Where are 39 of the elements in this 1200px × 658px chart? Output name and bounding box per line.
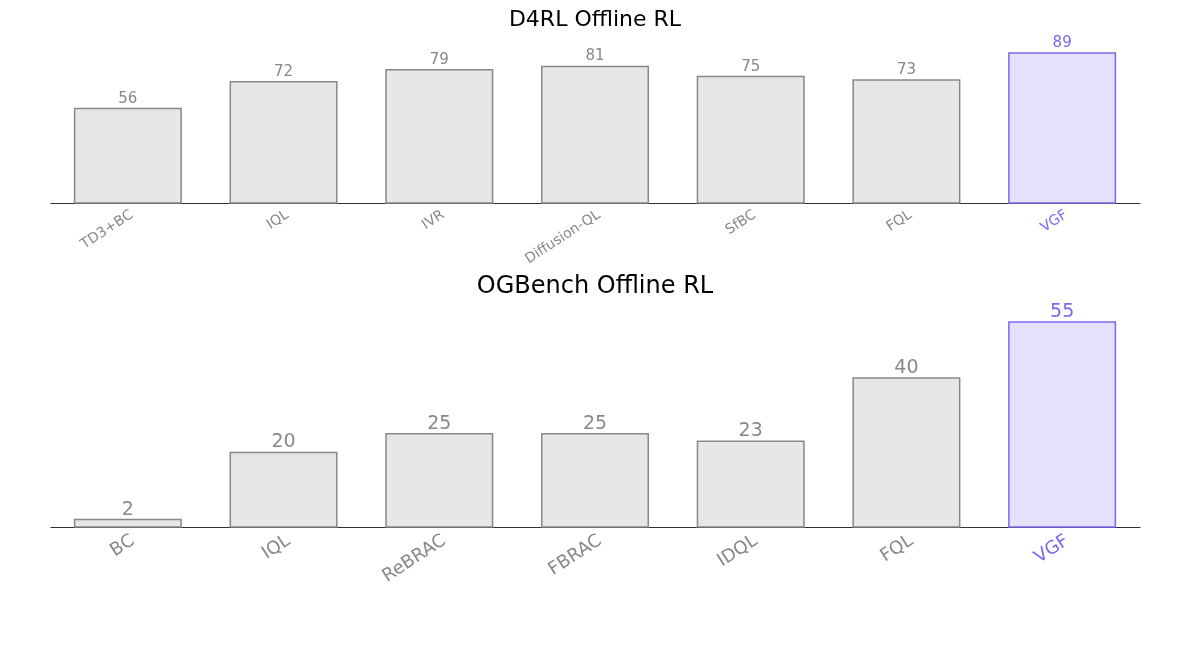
bar (73, 107, 182, 204)
bar (852, 377, 961, 528)
chart-title: D4RL Offline RL (508, 6, 682, 31)
data-label: 23 (738, 418, 763, 441)
data-label: 79 (429, 49, 449, 68)
x-tick-label: VGF (1029, 528, 1072, 567)
x-tick-label: FQL (875, 528, 917, 566)
bar (696, 440, 805, 528)
data-label: 20 (271, 429, 296, 452)
bar (385, 433, 494, 528)
chart-title: OGBench Offline RL (476, 271, 714, 299)
bar (385, 69, 494, 204)
data-label: 2 (121, 496, 134, 519)
bar (229, 80, 338, 204)
data-label: 25 (582, 410, 608, 433)
data-label: 89 (1052, 33, 1072, 51)
bar (1008, 52, 1117, 204)
x-tick-label: BC (105, 528, 138, 560)
data-label: 25 (427, 410, 452, 433)
bar (541, 65, 649, 204)
data-label: 75 (741, 56, 761, 75)
bar (852, 79, 961, 204)
bar (696, 75, 805, 204)
x-tick-label: IQL (257, 528, 294, 563)
data-label: 56 (118, 88, 138, 107)
x-tick-label: VGF (1037, 205, 1070, 235)
x-tick-label: IQL (263, 205, 292, 232)
bar (229, 451, 338, 528)
bar (1008, 321, 1117, 528)
data-label: 81 (585, 46, 605, 65)
data-label: 40 (894, 354, 919, 377)
x-tick-label: FQL (882, 205, 915, 234)
x-tick-label: IVR (418, 205, 448, 233)
data-label: 55 (1050, 299, 1075, 321)
data-label: 72 (274, 61, 294, 80)
bar (541, 433, 649, 528)
data-label: 73 (896, 59, 916, 78)
x-tick-label: IDQL (712, 528, 761, 571)
bar (73, 518, 182, 528)
